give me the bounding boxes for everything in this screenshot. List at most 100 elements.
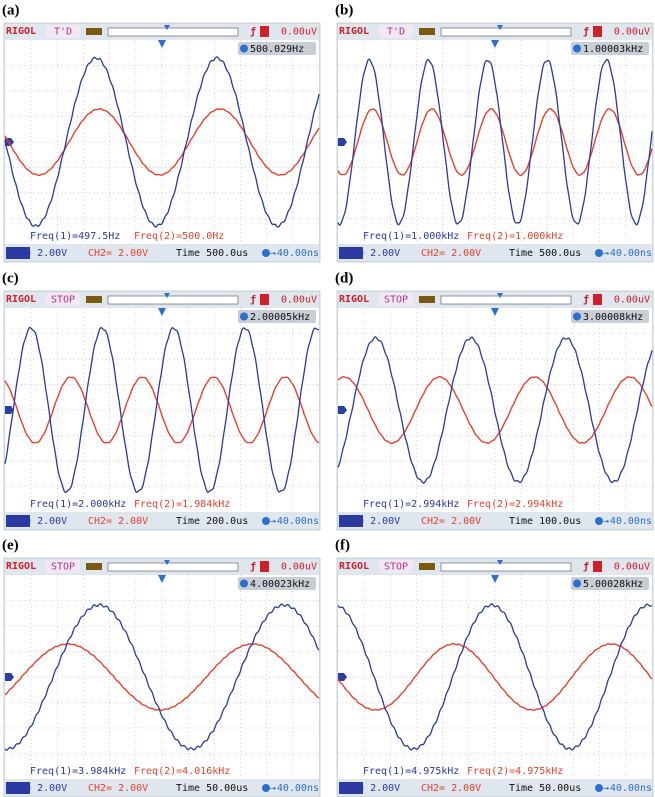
offset-icon xyxy=(595,784,603,792)
ch1-scale: CH1= 2.00V xyxy=(340,248,400,259)
ch1-frequency: Freq(1)=497.5Hz xyxy=(30,231,120,242)
trigger-edge: ƒ xyxy=(250,27,256,38)
counter-icon xyxy=(240,313,248,321)
counter-icon xyxy=(573,313,581,321)
brand: RIGOL xyxy=(339,294,369,305)
panel-label: (e) xyxy=(2,537,19,553)
battery-icon xyxy=(86,28,102,35)
scope-panel: (e) RIGOL STOP ƒ 0.00uV 4.00023kHz Freq(1)=3.9… xyxy=(2,537,320,797)
memory-strip xyxy=(441,28,571,36)
counter-icon xyxy=(573,580,581,588)
memory-strip xyxy=(441,563,571,571)
battery-icon xyxy=(419,563,435,570)
counter: 4.00023kHz xyxy=(250,579,310,590)
trigger-source xyxy=(593,294,602,305)
memory-strip xyxy=(108,563,238,571)
ch1-scale: CH1= 2.00V xyxy=(7,516,67,527)
figure: (a) RIGOL T'D ƒ 0.00uV 500.029Hz Freq(1)=497.5… xyxy=(0,0,655,797)
ch2-scale: CH2= 2.00V xyxy=(88,516,148,527)
ch1-frequency: Freq(1)=4.975kHz xyxy=(363,766,459,777)
timebase: Time 500.0us xyxy=(176,248,248,259)
trigger-source xyxy=(593,561,602,572)
ch2-frequency: Freq(2)=2.994kHz xyxy=(467,499,563,510)
brand: RIGOL xyxy=(6,26,36,37)
trigger-edge: ƒ xyxy=(250,562,256,573)
time-offset: -40.00ns xyxy=(271,516,319,527)
offset-icon xyxy=(262,517,270,525)
ch2-scale: CH2= 2.00V xyxy=(421,783,481,794)
trigger-level: 0.00uV xyxy=(614,295,650,306)
trigger-edge: ƒ xyxy=(583,27,589,38)
ch2-frequency: Freq(2)=4.016kHz xyxy=(134,766,230,777)
time-offset: -40.00ns xyxy=(604,248,652,259)
status: STOP xyxy=(51,295,75,306)
ch1-frequency: Freq(1)=2.994kHz xyxy=(363,499,459,510)
timebase: Time 100.0us xyxy=(509,516,581,527)
panel-label: (b) xyxy=(335,2,353,18)
trigger-source xyxy=(260,294,269,305)
ch2-frequency: Freq(2)=500.0Hz xyxy=(134,231,224,242)
offset-icon xyxy=(262,249,270,257)
scope-panel: (a)RIGOLT'Dƒ0.00uV500.029HzFreq(1)=497.5… xyxy=(2,2,320,262)
offset-icon xyxy=(262,784,270,792)
battery-icon xyxy=(86,296,102,303)
status: T'D xyxy=(387,27,405,38)
offset-icon xyxy=(595,249,603,257)
ch1-scale: CH1= 2.00V xyxy=(340,516,400,527)
brand: RIGOL xyxy=(6,294,36,305)
trigger-level: 0.00uV xyxy=(281,295,317,306)
time-offset: -40.00ns xyxy=(271,783,319,794)
counter: 500.029Hz xyxy=(250,44,304,55)
ch2-frequency: Freq(2)=1.000kHz xyxy=(467,231,563,242)
ch1-scale: CH1= 2.00V xyxy=(7,783,67,794)
counter-icon xyxy=(573,45,581,53)
time-offset: -40.00ns xyxy=(271,248,319,259)
offset-icon xyxy=(595,517,603,525)
counter: 2.00005kHz xyxy=(250,312,310,323)
timebase: Time 50.00us xyxy=(176,783,248,794)
scope-panel: (c) RIGOL STOP ƒ 0.00uV 2.00005kHz Freq(1)=2.0… xyxy=(2,270,320,530)
trigger-edge: ƒ xyxy=(583,295,589,306)
trigger-edge: ƒ xyxy=(583,562,589,573)
panel-label: (a) xyxy=(2,2,20,18)
status: STOP xyxy=(384,562,408,573)
ch2-frequency: Freq(2)=4.975kHz xyxy=(467,766,563,777)
trigger-edge: ƒ xyxy=(250,295,256,306)
memory-strip xyxy=(108,28,238,36)
trigger-source xyxy=(260,26,269,37)
panel-label: (c) xyxy=(2,270,19,286)
ch2-scale: CH2= 2.00V xyxy=(88,783,148,794)
memory-strip xyxy=(441,296,571,304)
timebase: Time 50.00us xyxy=(509,783,581,794)
ch2-frequency: Freq(2)=1.984kHz xyxy=(134,499,230,510)
ch2-scale: CH2= 2.00V xyxy=(421,516,481,527)
time-offset: -40.00ns xyxy=(604,783,652,794)
counter: 5.00028kHz xyxy=(583,579,643,590)
battery-icon xyxy=(419,296,435,303)
trigger-level: 0.00uV xyxy=(614,562,650,573)
scope-panel: (f) RIGOL STOP ƒ 0.00uV 5.00028kHz Freq(1)=4.9… xyxy=(335,537,653,797)
timebase: Time 200.0us xyxy=(176,516,248,527)
counter-icon xyxy=(240,580,248,588)
brand: RIGOL xyxy=(339,561,369,572)
counter: 1.00003kHz xyxy=(583,44,643,55)
status: T'D xyxy=(54,27,72,38)
status: STOP xyxy=(51,562,75,573)
status: STOP xyxy=(384,295,408,306)
ch2-scale: CH2= 2.00V xyxy=(88,248,148,259)
timebase: Time 500.0us xyxy=(509,248,581,259)
memory-strip xyxy=(108,296,238,304)
panel-label: (f) xyxy=(335,537,350,553)
time-offset: -40.00ns xyxy=(604,516,652,527)
brand: RIGOL xyxy=(6,561,36,572)
counter: 3.00008kHz xyxy=(583,312,643,323)
brand: RIGOL xyxy=(339,26,369,37)
ch1-frequency: Freq(1)=1.000kHz xyxy=(363,231,459,242)
trigger-level: 0.00uV xyxy=(281,562,317,573)
counter-icon xyxy=(240,45,248,53)
ch1-frequency: Freq(1)=2.000kHz xyxy=(30,499,126,510)
ch1-frequency: Freq(1)=3.984kHz xyxy=(30,766,126,777)
trigger-source xyxy=(593,26,602,37)
